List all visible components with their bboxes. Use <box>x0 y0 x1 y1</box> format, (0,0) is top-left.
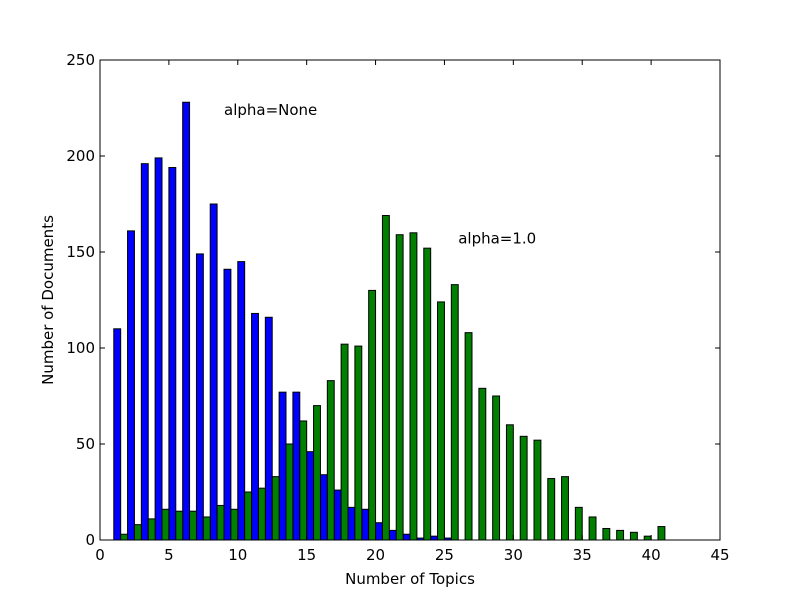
bar-series2-x27 <box>478 387 487 541</box>
bar-series2-x35 <box>588 516 597 541</box>
y-tick-label: 150 <box>66 243 95 261</box>
y-tick-label: 0 <box>85 531 95 549</box>
bar-series2-x30 <box>519 435 528 541</box>
bar-series2-x2 <box>133 524 142 541</box>
x-tick-label: 25 <box>435 546 454 564</box>
bar-series1-x6 <box>182 101 191 541</box>
x-tick-label: 10 <box>228 546 247 564</box>
bar-series2-x4 <box>161 508 170 541</box>
bar-series2-x9 <box>230 508 239 541</box>
bar-series2-x5 <box>175 510 184 541</box>
bar-series2-x17 <box>340 343 349 541</box>
bar-series2-x25 <box>450 284 459 541</box>
bar-series2-x13 <box>285 443 294 541</box>
bar-series1-x5 <box>168 167 177 541</box>
bar-series2-x37 <box>616 529 625 541</box>
bar-series2-x26 <box>464 332 473 541</box>
annotation-1: alpha=None <box>224 101 317 119</box>
y-axis-label: Number of Documents <box>39 215 57 385</box>
x-tick-label: 0 <box>95 546 105 564</box>
bar-series2-x21 <box>395 234 404 541</box>
bar-series2-x29 <box>505 424 514 541</box>
bar-series1-x17 <box>333 489 342 541</box>
bar-series2-x22 <box>409 232 418 541</box>
y-tick-label: 250 <box>66 51 95 69</box>
x-tick-label: 30 <box>504 546 523 564</box>
bar-series2-x32 <box>547 478 556 541</box>
bar-series2-x15 <box>313 405 321 541</box>
plot-frame <box>99 59 721 541</box>
bar-series2-x19 <box>368 289 377 541</box>
x-axis-label: Number of Topics <box>345 570 475 588</box>
bar-series1-x1 <box>113 328 122 541</box>
bar-series2-x10 <box>244 491 253 541</box>
x-tick-label: 15 <box>297 546 316 564</box>
x-tick-label: 45 <box>710 546 729 564</box>
bar-series2-x6 <box>189 510 197 541</box>
bar-series2-x18 <box>354 345 363 541</box>
bar-series2-x24 <box>437 301 445 541</box>
bar-series2-x34 <box>574 506 583 541</box>
bar-series2-x39 <box>643 535 652 541</box>
bar-series1-x18 <box>347 506 356 541</box>
bar-series1-x10 <box>237 261 246 541</box>
bar-series2-x1 <box>120 533 129 541</box>
bar-series2-x11 <box>257 487 266 541</box>
bar-series2-x31 <box>533 439 542 541</box>
bar-series2-x36 <box>602 527 611 541</box>
bar-series2-x38 <box>629 531 638 541</box>
bar-series2-x40 <box>657 526 666 541</box>
tick-labels: 0 5 10 15 20 25 30 35 40 45 0 50 100 150 200 250 <box>66 51 729 564</box>
bar-series2-x3 <box>147 518 156 541</box>
annotation-2: alpha=1.0 <box>458 230 536 248</box>
bar-series1-x22 <box>402 533 411 541</box>
x-tick-label: 5 <box>164 546 174 564</box>
x-tick-label: 40 <box>642 546 661 564</box>
bar-series1-x9 <box>223 268 232 541</box>
bar-series1-x21 <box>388 529 397 541</box>
bar-series2-x20 <box>381 215 390 541</box>
bar-series2-x23 <box>423 247 432 541</box>
bar-series2-x14 <box>299 420 308 541</box>
x-tick-label: 20 <box>366 546 385 564</box>
bar-series2-x16 <box>326 380 335 541</box>
bar-series1-x12 <box>264 316 273 541</box>
bar-series1-x24 <box>430 535 439 541</box>
bar-series1-x14 <box>292 391 301 541</box>
bar-series1-x4 <box>154 157 163 541</box>
bar-series2-x7 <box>202 516 211 541</box>
bar-series1-x3 <box>140 163 149 541</box>
y-tick-label: 200 <box>66 147 95 165</box>
annotations: alpha=None alpha=1.0 <box>224 101 536 248</box>
x-tick-label: 35 <box>573 546 592 564</box>
bar-series1-x2 <box>127 230 135 541</box>
bar-series2-x12 <box>271 476 280 541</box>
bar-series1-x11 <box>251 312 259 541</box>
y-tick-label: 50 <box>76 435 95 453</box>
bar-series1-x16 <box>319 474 328 541</box>
y-tick-label: 100 <box>66 339 95 357</box>
bar-series2-x28 <box>492 395 501 541</box>
bar-series2-x33 <box>561 476 569 541</box>
bar-series1-x8 <box>209 203 218 541</box>
bar-series1-x15 <box>306 451 315 541</box>
bar-series2-x8 <box>216 504 225 541</box>
bar-series1-x20 <box>375 522 383 541</box>
bar-series1-x13 <box>278 391 287 541</box>
bar-series1-x19 <box>361 508 370 541</box>
bar-series1-x7 <box>195 253 204 541</box>
